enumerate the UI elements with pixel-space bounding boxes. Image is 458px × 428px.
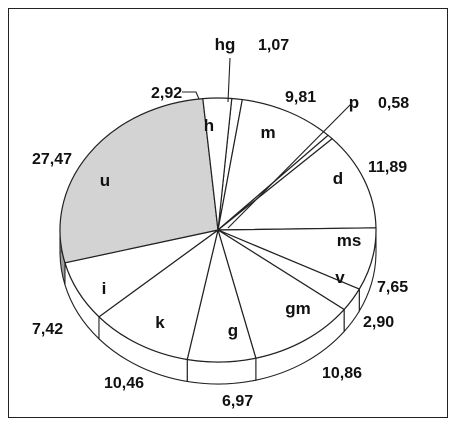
pie-slice-u	[59, 97, 219, 264]
slice-value-gm: 10,86	[322, 365, 362, 382]
slice-value-hg: 1,07	[258, 37, 289, 54]
slice-value-ms: 7,65	[377, 279, 408, 296]
slice-value-k: 10,46	[104, 375, 144, 392]
slice-code-gm: gm	[285, 299, 311, 318]
slice-code-v: v	[335, 268, 345, 287]
pie-slice-m	[217, 98, 330, 232]
slice-value-g: 6,97	[222, 393, 253, 410]
slice-code-ms: ms	[337, 231, 362, 250]
slice-code-i: i	[102, 279, 107, 298]
pie-slice-h	[202, 97, 233, 231]
leader-line-hg	[227, 57, 231, 103]
slice-code-h: h	[204, 116, 214, 135]
pie-top	[59, 97, 377, 363]
pie-slice-gm	[216, 228, 346, 359]
slice-value-v: 2,90	[363, 314, 394, 331]
leader-line-h	[182, 91, 200, 100]
slice-code-g: g	[228, 321, 238, 340]
leader-line-p	[227, 102, 353, 229]
slice-value-h: 2,92	[151, 85, 182, 102]
slice-value-p: 0,58	[378, 95, 409, 112]
slice-code-p: p	[349, 93, 359, 112]
slice-code-m: m	[260, 123, 275, 142]
slice-value-i: 7,42	[32, 321, 63, 338]
slice-code-d: d	[333, 169, 343, 188]
slice-code-u: u	[100, 171, 110, 190]
slice-value-m: 9,81	[285, 89, 316, 106]
pie-slice-k	[98, 228, 219, 361]
slice-code-hg: hg	[215, 35, 236, 54]
pie-slice-d	[216, 137, 377, 231]
slice-value-u: 27,47	[32, 151, 72, 168]
slice-value-d: 11,89	[368, 159, 407, 176]
slice-code-k: k	[155, 313, 165, 332]
